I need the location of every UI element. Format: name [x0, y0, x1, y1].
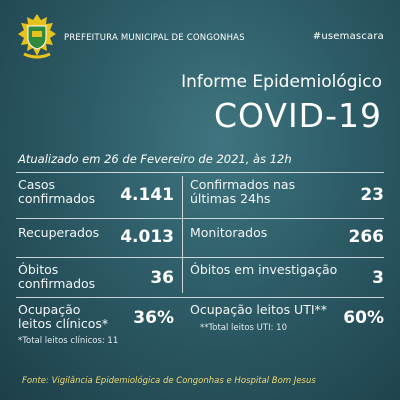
cell-value: 23	[360, 185, 384, 205]
divider	[16, 218, 384, 219]
source: Fonte: Vigilância Epidemiológica de Cong…	[22, 376, 316, 386]
cell-value: 36%	[133, 308, 174, 328]
divider	[16, 297, 384, 298]
divider	[16, 257, 384, 258]
cell-label: Ocupação leitos clínicos*	[18, 302, 109, 331]
cell-value: 266	[348, 227, 385, 247]
column-divider	[182, 176, 183, 293]
cell-value: 3	[372, 268, 384, 288]
cell-label: Óbitos confirmados	[18, 262, 96, 291]
subtitle: COVID-19	[213, 96, 382, 135]
hashtag: #usemascara	[312, 31, 384, 42]
cell-label: Recuperados	[18, 225, 100, 240]
cell-label: Casos confirmados	[18, 177, 96, 206]
cell-value: 4.141	[120, 185, 174, 205]
cell-value: 36	[150, 268, 174, 288]
cell-label: Ocupação leitos UTI**	[190, 302, 328, 317]
cell-label: Monitorados	[190, 225, 268, 240]
cell-note: *Total leitos clínicos: 11	[18, 336, 119, 346]
cell-value: 60%	[343, 308, 384, 328]
divider	[16, 172, 384, 173]
title: Informe Epidemiológico	[181, 72, 382, 92]
cell-value: 4.013	[120, 227, 174, 247]
coat-of-arms	[18, 14, 56, 59]
organization: PREFEITURA MUNICIPAL DE CONGONHAS	[64, 33, 245, 43]
cell-label: Óbitos em investigação	[190, 262, 338, 277]
updated: Atualizado em 26 de Fevereiro de 2021, à…	[18, 152, 292, 166]
cell-label: Confirmados nas últimas 24hs	[190, 177, 296, 206]
cell-note: **Total leitos UTI: 10	[200, 323, 287, 333]
